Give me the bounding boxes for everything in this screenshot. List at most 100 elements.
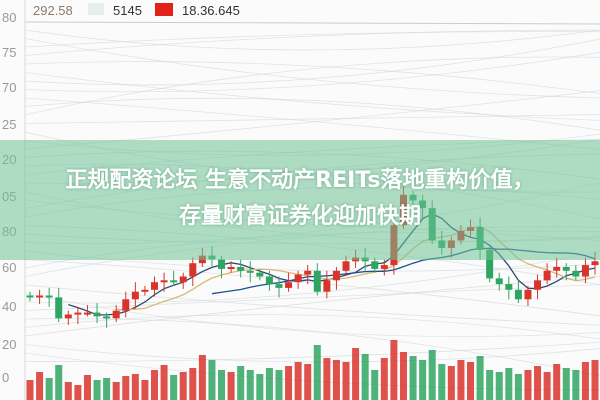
candle — [514, 280, 522, 304]
background-line — [24, 284, 600, 326]
volume-bar — [189, 368, 197, 400]
y-tick-label: 60 — [2, 260, 17, 275]
background-line — [24, 56, 600, 116]
y-tick-label: 25 — [2, 117, 17, 132]
legend-value-3: 18.36.645 — [182, 2, 240, 18]
volume-bar — [390, 340, 398, 400]
legend-value-2: 5145 — [113, 2, 142, 18]
candle — [524, 286, 532, 306]
candle — [304, 265, 312, 285]
y-tick-label: 75 — [2, 45, 17, 60]
volume-bar — [36, 372, 44, 400]
candle — [141, 286, 149, 296]
background-line — [24, 251, 600, 304]
volume-bar — [237, 366, 245, 400]
volume-bar — [572, 370, 580, 400]
volume-bar — [486, 370, 494, 400]
candle — [505, 276, 513, 300]
background-line — [24, 284, 600, 311]
candle-body — [265, 276, 273, 285]
volume-bar — [514, 374, 522, 400]
candle — [160, 272, 168, 292]
candle — [332, 267, 340, 290]
candle-body — [514, 289, 522, 300]
background-line — [24, 61, 600, 95]
candle — [131, 282, 139, 309]
volume-bar — [26, 380, 34, 400]
volume-bar — [457, 360, 465, 400]
volume-bar — [83, 375, 91, 400]
candle — [246, 261, 254, 283]
candle-body — [275, 284, 283, 288]
candle-body — [304, 270, 312, 275]
volume-bar — [285, 366, 293, 400]
candle — [495, 272, 503, 291]
candle-body — [371, 261, 379, 269]
candle — [179, 272, 187, 289]
candle-body — [591, 261, 599, 266]
candle — [572, 265, 580, 281]
y-tick-label: 80 — [2, 10, 17, 25]
candle-body — [141, 289, 149, 292]
volume-bar — [543, 372, 551, 400]
candle — [237, 259, 245, 278]
volume-bar — [64, 382, 72, 400]
volume-bar — [198, 355, 206, 400]
candle-body — [160, 280, 168, 283]
candle — [93, 303, 101, 324]
volume-bar — [562, 368, 570, 400]
candle-body — [256, 272, 264, 277]
legend-swatch-1 — [88, 3, 104, 15]
candle-body — [122, 299, 130, 311]
candle-body — [332, 270, 340, 281]
legend-swatch-2 — [155, 3, 173, 16]
volume-bar — [524, 370, 532, 400]
candle-body — [36, 295, 44, 298]
background-line — [24, 275, 600, 337]
candle-body — [553, 267, 561, 271]
volume-bar — [45, 378, 53, 400]
volume-bar — [294, 362, 302, 400]
candle-body — [170, 280, 178, 283]
candle-body — [285, 282, 293, 288]
candle-body — [562, 267, 570, 271]
candle-body — [237, 267, 245, 271]
candle — [313, 263, 321, 296]
candle — [562, 263, 570, 281]
background-line — [24, 29, 600, 51]
candle-body — [543, 270, 551, 281]
candle — [112, 305, 120, 323]
background-line — [24, 293, 600, 337]
candle-body — [112, 310, 120, 319]
volume-bars — [26, 340, 599, 400]
candle — [170, 270, 178, 286]
volume-bar — [265, 368, 273, 400]
candle — [74, 306, 82, 324]
y-tick-label: 0 — [2, 370, 10, 385]
background-line — [24, 314, 600, 340]
candle-body — [534, 280, 542, 290]
volume-bar — [409, 356, 417, 400]
candle — [189, 257, 197, 286]
volume-bar — [352, 348, 360, 400]
background-line — [24, 341, 600, 362]
volume-bar — [591, 360, 599, 400]
volume-bar — [103, 378, 111, 400]
candle — [55, 287, 63, 323]
volume-bar — [304, 364, 312, 400]
volume-bar — [160, 365, 168, 400]
volume-bar — [170, 375, 178, 400]
volume-bar — [313, 345, 321, 400]
candle — [285, 272, 293, 292]
candle-body — [313, 270, 321, 292]
volume-bar — [342, 362, 350, 400]
candle-body — [83, 312, 91, 315]
candle — [323, 270, 331, 299]
candle — [256, 268, 264, 281]
volume-bar — [361, 354, 369, 400]
candle-body — [64, 314, 72, 319]
volume-bar — [428, 350, 436, 400]
volume-bar — [553, 364, 561, 400]
background-line — [24, 52, 600, 93]
volume-bar — [131, 374, 139, 400]
